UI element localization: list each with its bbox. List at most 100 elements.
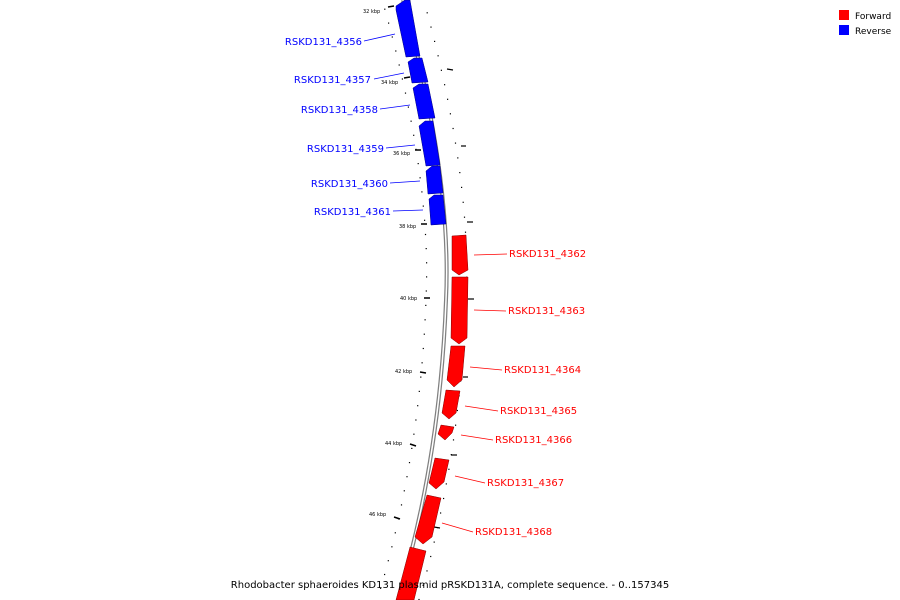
- tick-mark: [419, 371, 427, 374]
- gene-arrow[interactable]: [425, 165, 444, 195]
- minor-tick: [440, 512, 442, 514]
- minor-tick: [421, 191, 423, 193]
- minor-tick: [437, 55, 439, 57]
- minor-tick: [434, 40, 436, 42]
- minor-tick: [404, 92, 407, 94]
- leader-line: [363, 33, 396, 42]
- minor-tick: [398, 64, 400, 66]
- gene-arrow[interactable]: [451, 234, 469, 276]
- minor-tick: [459, 172, 461, 174]
- gene-label[interactable]: RSKD131_4365: [500, 406, 577, 417]
- gene-label[interactable]: RSKD131_4362: [509, 249, 586, 260]
- legend: Forward Reverse: [839, 10, 892, 37]
- tick-label: 46 kbp: [369, 512, 386, 518]
- minor-tick: [406, 476, 408, 478]
- minor-tick: [417, 163, 419, 165]
- leader-line: [473, 309, 507, 312]
- leader-line: [460, 434, 494, 441]
- gene-label[interactable]: RSKD131_4358: [301, 105, 378, 116]
- minor-tick: [419, 177, 421, 179]
- minor-tick: [410, 120, 412, 122]
- legend-label-reverse: Reverse: [855, 27, 892, 37]
- minor-tick: [413, 433, 415, 435]
- minor-tick: [388, 22, 390, 24]
- leader-line: [385, 144, 416, 149]
- leader-line: [379, 104, 411, 110]
- gene-label[interactable]: RSKD131_4356: [285, 37, 362, 48]
- minor-tick: [395, 50, 397, 52]
- minor-tick: [426, 12, 428, 14]
- gene-arrow[interactable]: [437, 424, 455, 441]
- label-leaders: [363, 33, 508, 533]
- minor-tick: [426, 276, 428, 278]
- forward-genes: [395, 234, 469, 600]
- gene-arrow[interactable]: [446, 345, 466, 388]
- tick-mark: [446, 68, 454, 71]
- gene-arrow[interactable]: [395, 546, 427, 600]
- leader-line: [464, 405, 499, 412]
- tick-label: 32 kbp: [363, 9, 380, 15]
- minor-tick: [400, 504, 403, 506]
- gene-label[interactable]: RSKD131_4361: [314, 207, 391, 218]
- minor-tick: [424, 233, 427, 236]
- minor-tick: [413, 134, 415, 136]
- minor-tick: [447, 98, 449, 100]
- gene-labels: RSKD131_4356 RSKD131_4357 RSKD131_4358 R…: [285, 37, 586, 538]
- minor-tick: [401, 78, 403, 80]
- minor-tick: [463, 216, 466, 218]
- minor-tick: [425, 290, 427, 292]
- gene-arrow[interactable]: [428, 457, 450, 490]
- minor-tick: [411, 447, 413, 449]
- tick-mark: [387, 5, 395, 8]
- minor-tick: [418, 390, 420, 392]
- gene-label[interactable]: RSKD131_4367: [487, 478, 564, 489]
- minor-tick: [380, 587, 382, 589]
- minor-tick: [418, 598, 420, 600]
- minor-tick: [422, 347, 424, 350]
- minor-tick: [420, 376, 422, 378]
- gene-arrow[interactable]: [414, 494, 442, 545]
- tick-label: 36 kbp: [393, 151, 410, 157]
- sequence-caption: Rhodobacter sphaeroides KD131 plasmid pR…: [231, 580, 669, 591]
- minor-tick: [426, 570, 428, 572]
- gene-label[interactable]: RSKD131_4368: [475, 527, 552, 538]
- gene-arrow[interactable]: [428, 194, 447, 226]
- gene-arrow[interactable]: [407, 57, 429, 84]
- gene-arrow[interactable]: [412, 83, 436, 120]
- gene-label[interactable]: RSKD131_4364: [504, 365, 581, 376]
- gene-arrow[interactable]: [395, 0, 421, 58]
- gene-label[interactable]: RSKD131_4363: [508, 306, 585, 317]
- leader-line: [473, 253, 508, 256]
- minor-tick: [424, 319, 426, 321]
- minor-tick: [423, 333, 425, 335]
- gene-label[interactable]: RSKD131_4360: [311, 179, 388, 190]
- minor-tick: [448, 468, 450, 470]
- leader-line: [441, 522, 474, 533]
- minor-tick: [384, 573, 386, 576]
- tick-mark: [403, 76, 411, 79]
- leader-line: [469, 366, 503, 371]
- minor-tick: [440, 69, 442, 71]
- gene-label[interactable]: RSKD131_4359: [307, 144, 384, 155]
- minor-tick: [426, 262, 428, 264]
- minor-tick: [408, 462, 411, 464]
- gene-label[interactable]: RSKD131_4357: [294, 75, 371, 86]
- minor-tick: [462, 201, 464, 203]
- tick-mark: [393, 516, 401, 520]
- gene-arrow[interactable]: [450, 276, 469, 345]
- tick-label: 44 kbp: [385, 441, 402, 447]
- minor-tick: [443, 497, 445, 500]
- minor-tick: [417, 405, 419, 407]
- minor-tick: [403, 490, 405, 492]
- minor-tick: [421, 362, 423, 364]
- minor-tick: [384, 8, 386, 10]
- gene-arrow[interactable]: [418, 120, 441, 167]
- gene-label[interactable]: RSKD131_4366: [495, 435, 572, 446]
- gene-arrow[interactable]: [441, 389, 461, 420]
- minor-tick: [391, 546, 393, 548]
- minor-tick: [456, 409, 458, 412]
- tick-label: 40 kbp: [400, 296, 417, 302]
- tick-label: 42 kbp: [395, 369, 412, 375]
- minor-tick: [433, 541, 435, 543]
